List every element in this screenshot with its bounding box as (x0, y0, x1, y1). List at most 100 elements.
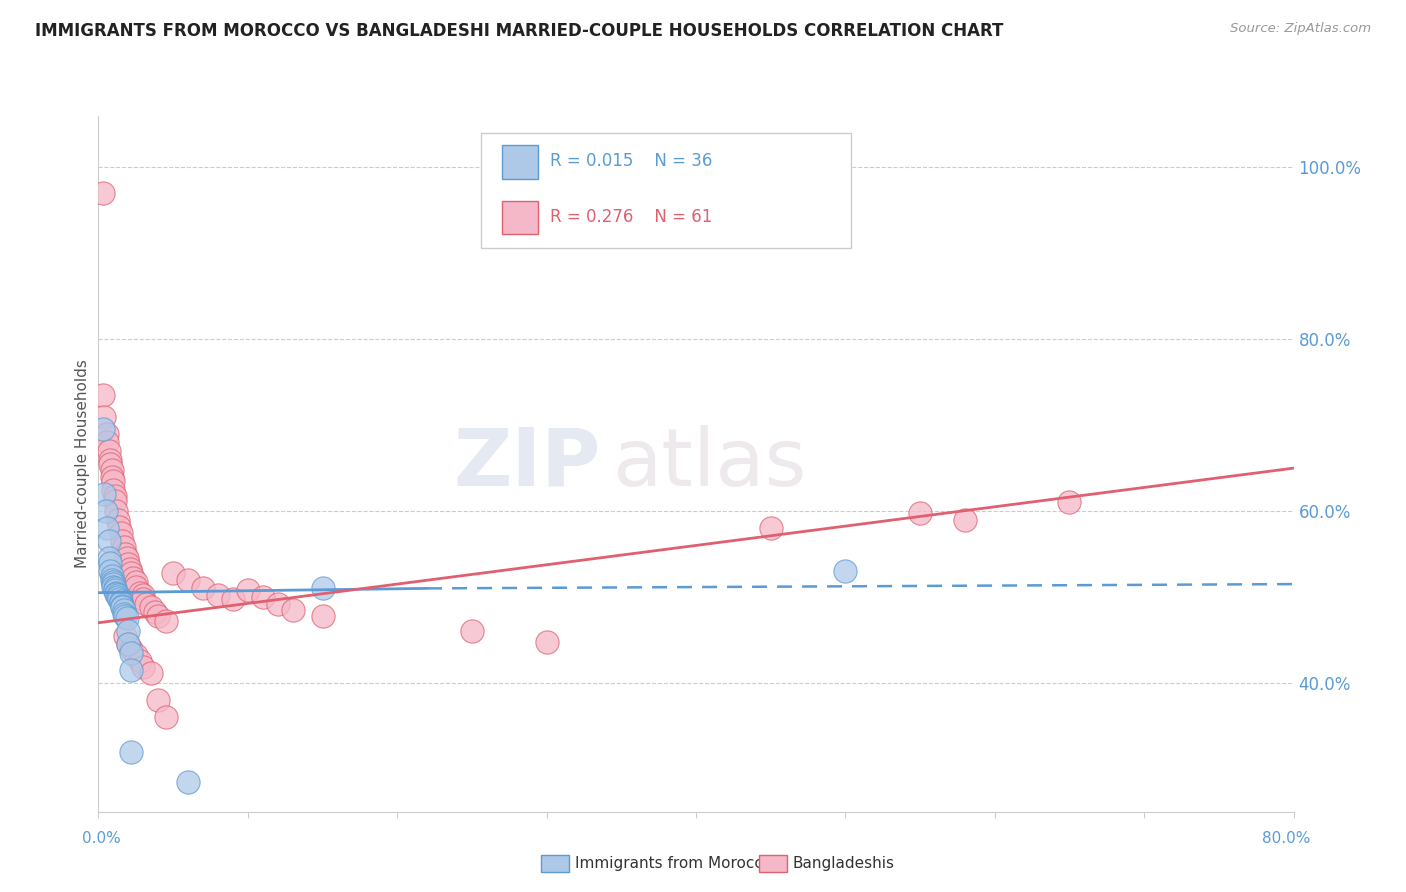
Point (103, 577, 125, 591)
Point (281, 603, 304, 617)
Point (104, 583, 127, 598)
Point (104, 489, 127, 503)
Point (129, 654, 152, 668)
Point (114, 547, 136, 561)
Point (125, 580, 148, 594)
Point (100, 457, 122, 471)
Point (120, 641, 142, 656)
Point (112, 540, 135, 554)
Point (121, 571, 143, 585)
Point (117, 624, 139, 639)
Text: ZIP: ZIP (453, 425, 600, 503)
Point (143, 606, 166, 620)
Point (111, 534, 134, 549)
Point (311, 608, 333, 623)
Bar (502, 201, 538, 235)
Point (953, 513, 976, 527)
Point (101, 568, 124, 582)
Point (461, 624, 484, 639)
Point (155, 710, 177, 724)
Point (112, 607, 135, 622)
Text: R = 0.015    N = 36: R = 0.015 N = 36 (550, 153, 713, 170)
Point (267, 597, 290, 611)
Point (834, 564, 856, 578)
Point (191, 582, 214, 596)
Point (536, 634, 558, 648)
Point (132, 591, 155, 606)
Text: atlas: atlas (613, 425, 807, 503)
Point (148, 693, 170, 707)
Point (101, 463, 124, 477)
Text: 80.0%: 80.0% (1263, 831, 1310, 846)
Point (207, 588, 229, 602)
Point (96, 426, 118, 441)
Point (107, 513, 129, 527)
Point (100, 452, 122, 467)
Point (311, 582, 333, 596)
Text: R = 0.276    N = 61: R = 0.276 N = 61 (550, 208, 713, 226)
Point (97, 534, 120, 549)
Point (105, 504, 128, 518)
Point (110, 525, 132, 540)
Point (162, 566, 184, 580)
Point (94, 504, 117, 518)
Point (115, 551, 138, 566)
Point (177, 774, 200, 789)
Point (103, 474, 125, 488)
Point (105, 585, 128, 599)
Bar (502, 145, 538, 178)
Point (101, 573, 124, 587)
Point (120, 566, 142, 580)
Point (110, 594, 132, 608)
Point (97, 444, 120, 458)
Point (110, 596, 132, 610)
Point (129, 585, 152, 599)
Point (105, 587, 128, 601)
Point (100, 556, 122, 570)
Point (118, 562, 141, 576)
Point (107, 588, 129, 602)
Point (107, 590, 129, 604)
Point (104, 493, 127, 508)
Point (117, 637, 139, 651)
Y-axis label: Married-couple Households: Married-couple Households (75, 359, 90, 568)
Point (148, 608, 170, 623)
Point (103, 580, 125, 594)
Point (93, 409, 115, 424)
Point (91, 186, 114, 201)
Point (91, 422, 114, 436)
Point (132, 588, 155, 602)
Point (908, 506, 931, 520)
Point (104, 582, 127, 596)
Text: 0.0%: 0.0% (82, 831, 121, 846)
Point (139, 665, 162, 680)
Point (112, 603, 135, 617)
Point (117, 637, 139, 651)
Point (114, 608, 136, 623)
Point (132, 660, 155, 674)
Point (115, 611, 138, 625)
Point (103, 483, 125, 497)
Point (100, 564, 122, 578)
Point (114, 629, 136, 643)
Point (108, 591, 131, 606)
Point (111, 600, 134, 615)
Point (222, 591, 245, 606)
Point (101, 469, 124, 483)
Point (96, 435, 118, 450)
Point (91, 388, 114, 402)
Text: IMMIGRANTS FROM MOROCCO VS BANGLADESHI MARRIED-COUPLE HOUSEHOLDS CORRELATION CHA: IMMIGRANTS FROM MOROCCO VS BANGLADESHI M… (35, 22, 1004, 40)
Point (120, 663, 142, 677)
Point (108, 519, 131, 533)
Point (111, 599, 134, 613)
Point (125, 574, 148, 589)
Point (759, 521, 782, 535)
Point (97, 551, 120, 566)
Point (155, 614, 177, 628)
Point (177, 573, 200, 587)
Point (1059, 495, 1081, 509)
FancyBboxPatch shape (481, 134, 852, 248)
Point (117, 558, 139, 572)
Point (103, 574, 125, 589)
Text: Bangladeshis: Bangladeshis (793, 856, 896, 871)
